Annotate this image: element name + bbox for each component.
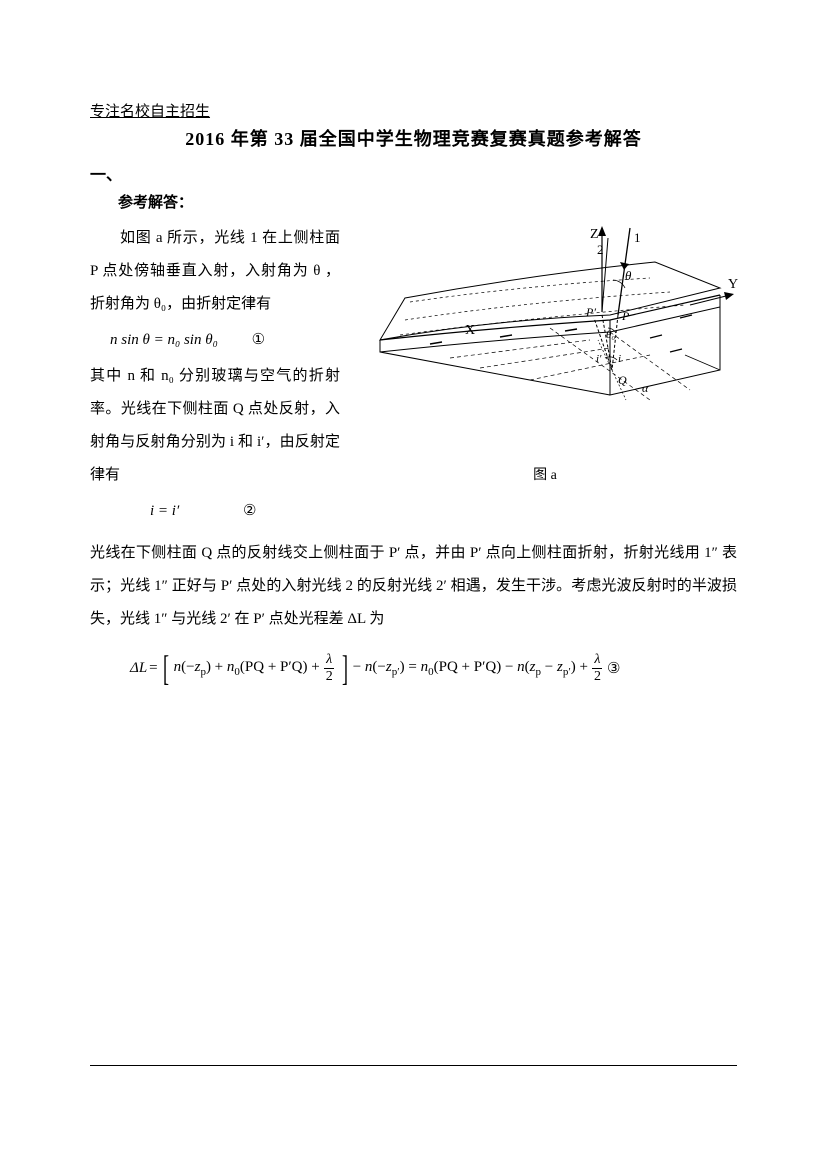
figure-caption: 图 a [350,464,740,484]
label-z: Z [590,227,599,242]
equation-2: i = i′ ② [150,495,340,528]
header-label: 专注名校自主招生 [90,100,737,121]
label-alpha: α [642,381,649,395]
label-2: 2 [597,242,604,257]
footer-divider [90,1065,737,1066]
page-title: 2016 年第 33 届全国中学生物理竞赛复赛真题参考解答 [90,125,737,151]
eq2-number: ② [243,495,256,528]
eq2-body: i = i′ [150,503,179,519]
label-y: Y [728,277,738,292]
label-p: P [621,309,630,323]
label-x: X [465,323,475,338]
subheading: 参考解答： [118,191,737,212]
section-number: 一、 [90,161,737,185]
equation-1: n sin θ = n₀ sin θ₀ ① [110,324,340,357]
eq1-number: ① [252,324,265,357]
figure-a-diagram: Z 1 2 Y X θ P P′ θ₀ Q i i′ α [350,220,740,455]
figure-column: Z 1 2 Y X θ P P′ θ₀ Q i i′ α 图 a [340,220,740,484]
left-text-column: 如图 a 所示，光线 1 在上侧柱面 P 点处傍轴垂直入射，入射角为 θ ，折射… [90,220,340,531]
paragraph-3: 光线在下侧柱面 Q 点的反射线交上侧柱面于 P′ 点，并由 P′ 点向上侧柱面折… [90,537,737,636]
eq3-number: ③ [607,659,620,678]
paragraph-2: 其中 n 和 n₀ 分别玻璃与空气的折射率。光线在下侧柱面 Q 点处反射，入射角… [90,360,340,492]
paragraph-1: 如图 a 所示，光线 1 在上侧柱面 P 点处傍轴垂直入射，入射角为 θ ，折射… [90,222,340,321]
label-iprime: i′ [596,353,602,365]
label-1: 1 [634,230,641,245]
label-i: i [618,353,621,365]
equation-3: ΔL = [ n(−zp) + n0(PQ + P′Q) + λ2 ] − n(… [130,650,737,686]
label-q: Q [618,373,627,387]
eq1-body: n sin θ = n₀ sin θ₀ [110,332,218,348]
label-theta0: θ₀ [606,329,615,341]
label-pprime: P′ [585,305,596,319]
label-theta: θ [625,268,632,283]
